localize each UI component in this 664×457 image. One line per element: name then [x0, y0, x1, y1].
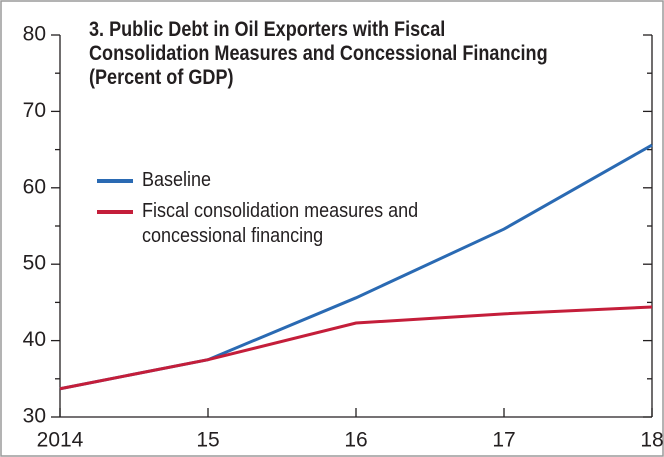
y-tick-label: 60: [23, 175, 46, 198]
x-tick-label: 17: [492, 429, 515, 452]
chart-subtitle: (Percent of GDP): [89, 66, 234, 89]
y-tick-label: 70: [23, 99, 46, 122]
y-tick-label: 40: [23, 328, 46, 351]
legend-label: Fiscal consolidation measures and conces…: [142, 200, 419, 247]
y-tick-label: 30: [23, 405, 46, 428]
chart-title: 3. Public Debt in Oil Exporters with Fis…: [89, 18, 548, 65]
legend-label: Baseline: [142, 169, 212, 191]
series-line: [59, 305, 653, 391]
chart-title-block: 3. Public Debt in Oil Exporters with Fis…: [89, 18, 571, 90]
x-tick-label: 15: [196, 429, 219, 452]
x-tick-label: 2014: [37, 429, 84, 452]
y-tick-label: 80: [23, 23, 46, 46]
x-tick-label: 16: [344, 429, 367, 452]
y-tick-label: 50: [23, 252, 46, 275]
x-tick-label: 18: [640, 429, 663, 452]
